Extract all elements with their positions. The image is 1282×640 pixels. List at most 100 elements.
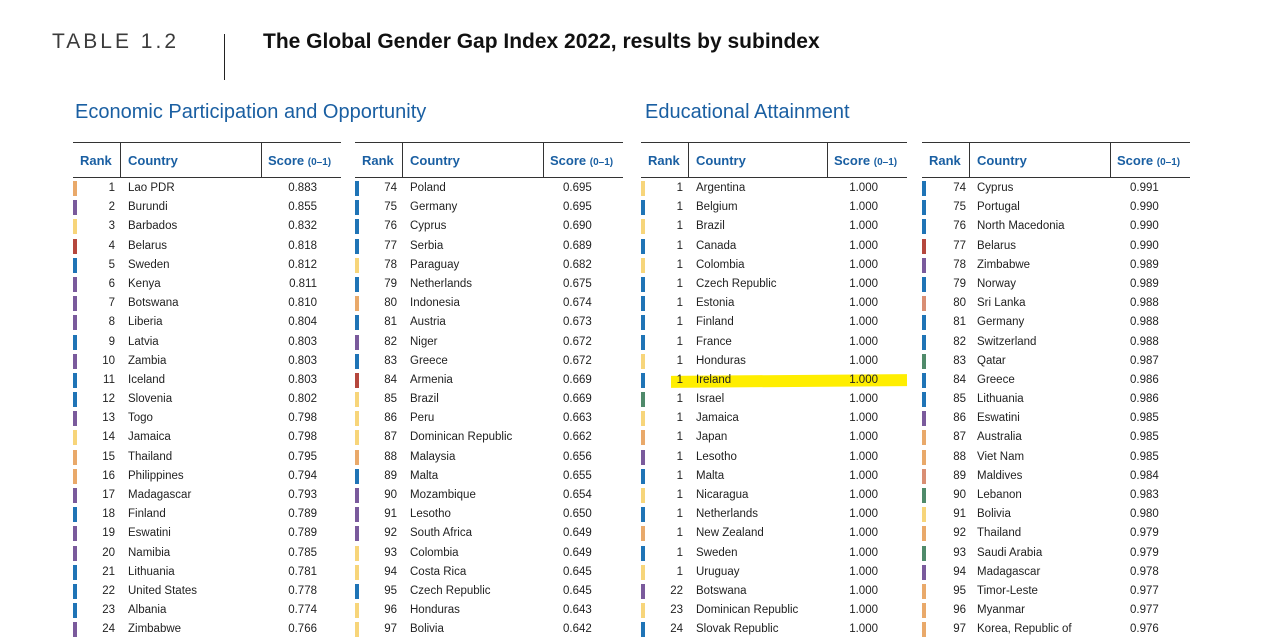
score-cell: 1.000 [849,431,878,444]
region-color-bar [641,507,645,523]
rank-cell: 89 [953,469,966,482]
score-cell: 0.669 [563,373,592,386]
region-color-bar [355,372,359,388]
score-cell: 0.675 [563,277,592,290]
region-color-bar [922,449,926,465]
rank-cell: 90 [953,489,966,501]
region-color-bar [641,276,645,292]
region-color-bar [73,181,77,196]
score-cell: 1.000 [849,220,878,233]
rank-cell: 8 [108,316,115,329]
country-cell: Greece [977,373,1015,386]
rank-header: Rank [362,153,394,168]
rank-cell: 22 [102,584,115,597]
score-cell: 0.804 [288,316,317,329]
score-cell: 1.000 [849,508,878,521]
region-color-bar [922,238,926,254]
score-header: Score (0–1) [1117,153,1180,168]
rank-cell: 5 [108,258,115,271]
region-color-bar [922,545,926,561]
rank-cell: 74 [953,182,966,194]
country-header: Country [696,153,746,168]
rank-cell: 81 [384,316,397,329]
rank-cell: 1 [676,527,683,540]
score-cell: 0.987 [1130,354,1159,367]
rank-cell: 1 [108,182,115,194]
region-color-bar [641,526,645,542]
rank-cell: 88 [384,450,397,463]
score-cell: 0.803 [288,335,317,348]
country-cell: Austria [410,316,446,329]
country-cell: Norway [977,277,1016,290]
table-row: 14 Jamaica 0.798 [73,428,341,447]
rank-cell: 19 [102,527,115,540]
country-cell: Uruguay [696,565,740,578]
rank-cell: 24 [102,623,115,636]
country-cell: Finland [696,316,734,329]
region-color-bar [355,334,359,350]
rank-cell: 1 [676,335,683,348]
table-row: 75 Portugal 0.990 [922,198,1190,217]
table-row: 1 Argentina 1.000 [641,179,907,198]
country-header: Country [977,153,1027,168]
rank-cell: 86 [953,412,966,425]
rank-cell: 1 [676,258,683,271]
region-color-bar [73,353,77,369]
region-color-bar [641,430,645,446]
region-color-bar [73,296,77,312]
region-color-bar [355,392,359,408]
score-header-label: Score [268,153,305,168]
region-color-bar [355,411,359,427]
score-cell: 0.976 [1130,623,1159,636]
country-cell: Botswana [128,297,179,310]
region-color-bar [922,276,926,292]
country-cell: United States [128,584,198,597]
header-separator [261,143,262,177]
score-cell: 0.979 [1130,546,1159,559]
rank-cell: 82 [384,335,397,348]
region-color-bar [922,392,926,408]
header-separator [120,143,121,177]
score-cell: 0.645 [563,565,592,578]
country-cell: Dominican Republic [696,604,799,617]
country-cell: Madagascar [977,565,1041,578]
region-color-bar [641,622,645,638]
rank-cell: 81 [953,316,966,329]
region-color-bar [73,526,77,542]
country-cell: Eswatini [128,527,171,540]
table-row: 19 Eswatini 0.789 [73,524,341,543]
table-row: 76 North Macedonia 0.990 [922,217,1190,236]
score-cell: 0.674 [563,297,592,310]
region-color-bar [355,219,359,235]
score-cell: 1.000 [849,354,878,367]
table-row: 1 Finland 1.000 [641,313,907,332]
table-row: 97 Korea, Republic of 0.976 [922,620,1190,639]
region-color-bar [73,430,77,446]
rank-cell: 3 [108,220,115,233]
table-row: 91 Lesotho 0.650 [355,505,623,524]
rank-cell: 13 [102,412,115,425]
country-cell: Mozambique [410,489,476,501]
rank-cell: 1 [676,220,683,233]
region-color-bar [922,507,926,523]
score-cell: 0.991 [1130,182,1159,194]
country-cell: Lesotho [696,450,737,463]
table-header: Rank Country Score (0–1) [73,143,341,178]
table-row: 82 Niger 0.672 [355,333,623,352]
table-row: 84 Armenia 0.669 [355,371,623,390]
country-cell: Netherlands [410,277,473,290]
country-cell: Slovak Republic [696,623,779,636]
country-cell: Canada [696,239,737,252]
table-top-rule [922,142,1190,143]
table-row: 76 Cyprus 0.690 [355,217,623,236]
table-row: 74 Cyprus 0.991 [922,179,1190,198]
rank-cell: 6 [108,277,115,290]
score-cell: 0.812 [288,258,317,271]
table-row: 9 Latvia 0.803 [73,333,341,352]
table-row: 92 South Africa 0.649 [355,524,623,543]
region-color-bar [73,334,77,350]
rank-cell: 74 [384,182,397,194]
rank-cell: 10 [102,354,115,367]
score-cell: 1.000 [849,565,878,578]
rank-cell: 97 [953,623,966,636]
